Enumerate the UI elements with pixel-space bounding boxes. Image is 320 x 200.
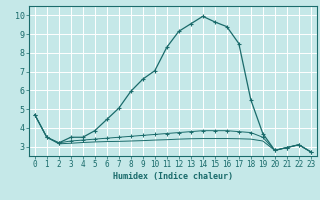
X-axis label: Humidex (Indice chaleur): Humidex (Indice chaleur) xyxy=(113,172,233,181)
